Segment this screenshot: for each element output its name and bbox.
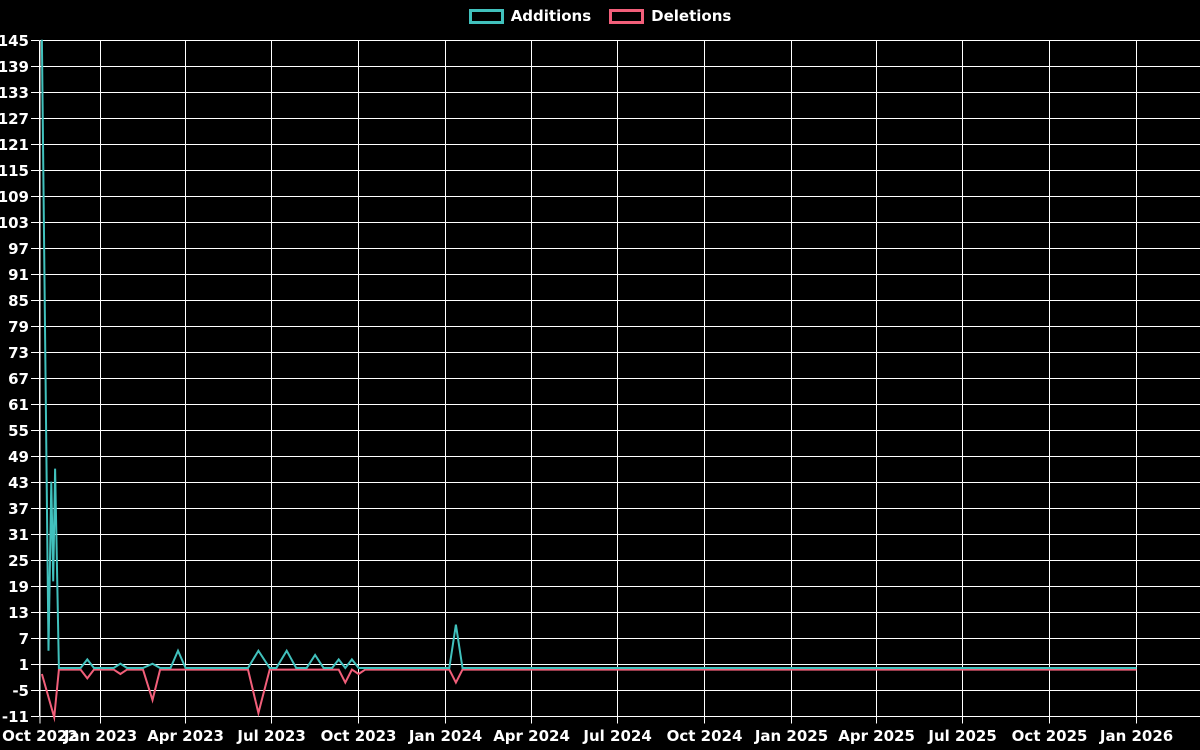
y-tick-label: 7 bbox=[19, 630, 29, 648]
y-tick-label: -11 bbox=[2, 708, 29, 726]
x-tick-label: Apr 2023 bbox=[147, 727, 224, 745]
y-tick-label: 139 bbox=[0, 58, 29, 76]
x-tick-label: Apr 2024 bbox=[493, 727, 570, 745]
y-tick-label: 79 bbox=[8, 318, 29, 336]
y-tick-label: 127 bbox=[0, 110, 29, 128]
legend-label-additions: Additions bbox=[510, 7, 592, 25]
legend-item-additions[interactable]: Additions bbox=[468, 7, 592, 25]
x-tick-label: Oct 2025 bbox=[1012, 727, 1088, 745]
additions-line bbox=[40, 39, 1137, 670]
deletions-line bbox=[40, 668, 1137, 723]
y-tick-label: 43 bbox=[8, 474, 29, 492]
x-tick-label: Jul 2024 bbox=[582, 727, 651, 745]
x-tick-label: Jul 2025 bbox=[927, 727, 996, 745]
y-tick-label: 85 bbox=[8, 292, 29, 310]
y-tick-label: 109 bbox=[0, 188, 29, 206]
y-tick-label: 73 bbox=[8, 344, 29, 362]
x-tick-label: Jan 2024 bbox=[408, 727, 482, 745]
y-tick-label: 103 bbox=[0, 214, 29, 232]
chart-legend: Additions Deletions bbox=[0, 5, 1200, 27]
y-tick-label: 61 bbox=[8, 396, 29, 414]
x-tick-label: Oct 2022 bbox=[2, 727, 78, 745]
y-tick-label: 49 bbox=[8, 448, 29, 466]
y-tick-label: 97 bbox=[8, 240, 29, 258]
x-tick-label: Jan 2025 bbox=[754, 727, 828, 745]
legend-item-deletions[interactable]: Deletions bbox=[609, 7, 731, 25]
y-tick-label: 133 bbox=[0, 84, 29, 102]
y-tick-label: 91 bbox=[8, 266, 29, 284]
y-tick-label: 31 bbox=[8, 526, 29, 544]
additions-swatch-icon bbox=[468, 8, 504, 24]
y-tick-label: 19 bbox=[8, 578, 29, 596]
x-tick-label: Jan 2026 bbox=[1099, 727, 1173, 745]
legend-label-deletions: Deletions bbox=[651, 7, 732, 25]
y-tick-label: 25 bbox=[8, 552, 29, 570]
deletions-swatch-icon bbox=[609, 8, 645, 24]
y-tick-label: 37 bbox=[8, 500, 29, 518]
x-tick-label: Oct 2024 bbox=[667, 727, 743, 745]
y-tick-label: 55 bbox=[8, 422, 29, 440]
y-tick-label: 1 bbox=[19, 656, 29, 674]
y-tick-label: 121 bbox=[0, 136, 29, 154]
x-tick-label: Apr 2025 bbox=[838, 727, 915, 745]
y-tick-label: 13 bbox=[8, 604, 29, 622]
y-tick-label: 115 bbox=[0, 162, 29, 180]
x-tick-label: Jul 2023 bbox=[236, 727, 305, 745]
x-tick-label: Oct 2023 bbox=[321, 727, 397, 745]
y-tick-label: 67 bbox=[8, 370, 29, 388]
y-tick-label: -5 bbox=[12, 682, 29, 700]
y-tick-label: 145 bbox=[0, 32, 29, 50]
x-tick-label: Jan 2023 bbox=[63, 727, 137, 745]
